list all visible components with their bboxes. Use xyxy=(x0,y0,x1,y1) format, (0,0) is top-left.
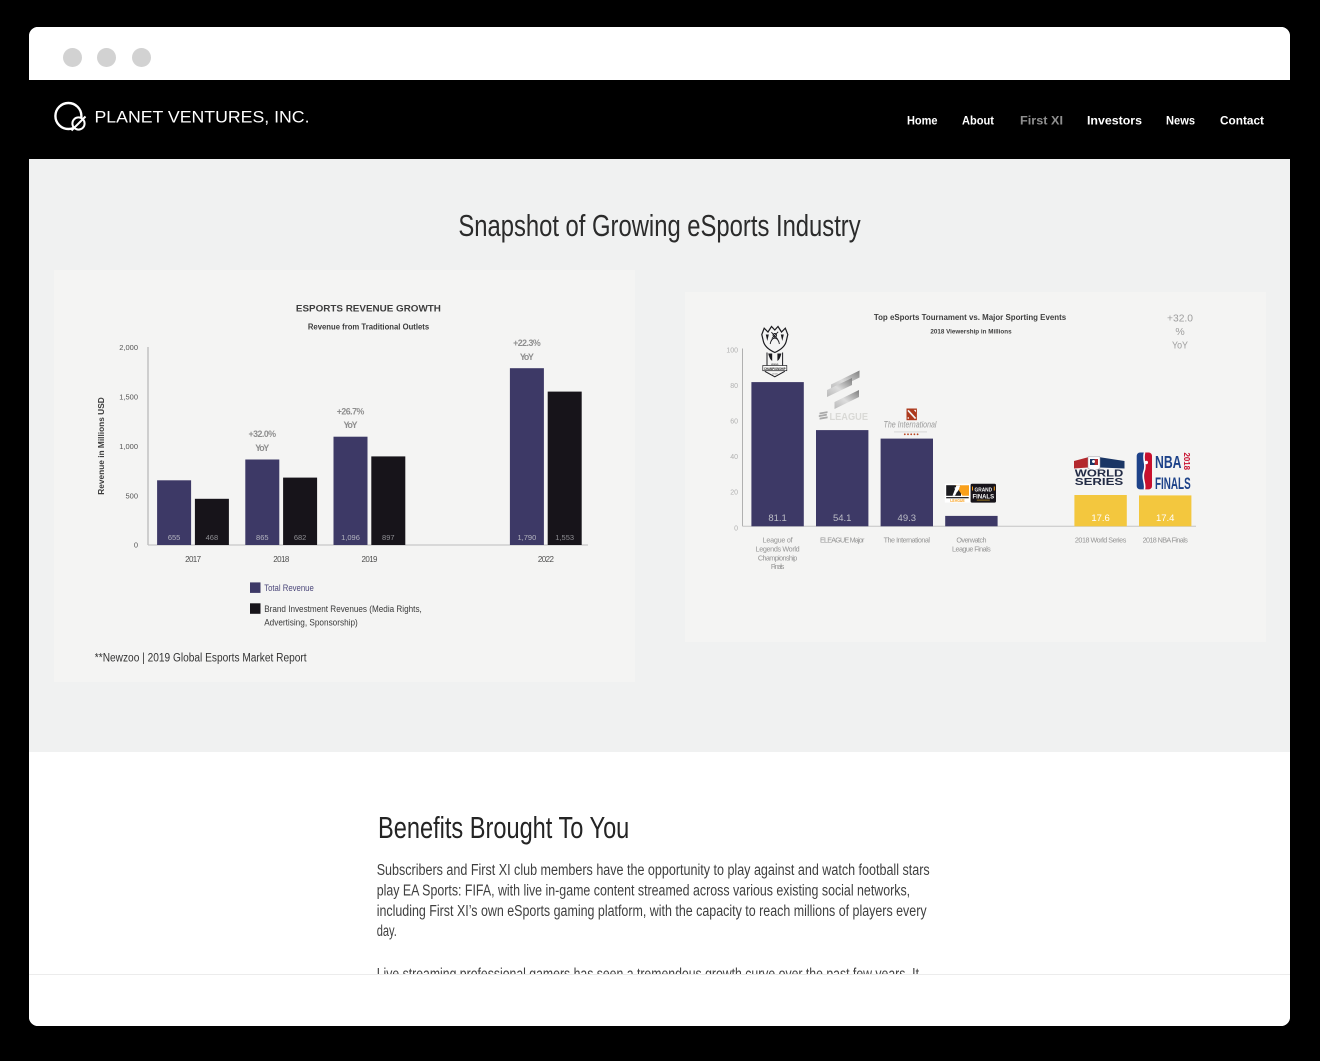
svg-text:1,500: 1,500 xyxy=(119,393,138,402)
svg-text:Total Revenue: Total Revenue xyxy=(264,583,314,593)
svg-text:Snapshot of Growing eSports In: Snapshot of Growing eSports Industry xyxy=(458,209,861,243)
svg-text:NBA: NBA xyxy=(1155,452,1182,472)
svg-text:%: % xyxy=(1175,326,1184,338)
svg-text:LEAGUE: LEAGUE xyxy=(830,412,869,423)
svg-text:SERIES: SERIES xyxy=(1075,477,1124,488)
svg-text:682: 682 xyxy=(294,533,307,542)
svg-text:CHAMPIONSHIP: CHAMPIONSHIP xyxy=(764,367,786,371)
svg-text:2018 Viewership in Millions: 2018 Viewership in Millions xyxy=(930,329,1011,336)
svg-text:1,096: 1,096 xyxy=(341,533,360,542)
svg-text:League of: League of xyxy=(763,536,793,545)
svg-text:About: About xyxy=(962,116,994,128)
svg-text:FINALS: FINALS xyxy=(1155,475,1191,493)
svg-text:17.6: 17.6 xyxy=(1091,513,1110,524)
svg-text:Home: Home xyxy=(907,116,938,128)
svg-text:Overwatch: Overwatch xyxy=(956,536,986,545)
svg-text:News: News xyxy=(1166,116,1195,128)
svg-text:17.4: 17.4 xyxy=(1156,513,1175,524)
svg-text:play EA Sports: FIFA, with liv: play EA Sports: FIFA, with live in-game … xyxy=(377,882,910,899)
svg-text:865: 865 xyxy=(256,533,269,542)
svg-text:897: 897 xyxy=(382,533,395,542)
svg-text:YoY: YoY xyxy=(520,352,534,362)
svg-text:54.1: 54.1 xyxy=(833,513,852,524)
svg-text:The International: The International xyxy=(884,420,938,430)
svg-text:0: 0 xyxy=(134,541,138,550)
svg-text:+26.7%: +26.7% xyxy=(337,407,365,417)
svg-text:2017: 2017 xyxy=(185,555,202,564)
svg-text:40: 40 xyxy=(730,454,738,461)
svg-text:YoY: YoY xyxy=(1172,340,1188,352)
svg-text:Revenue from Traditional Outle: Revenue from Traditional Outlets xyxy=(308,323,430,332)
svg-text:**Newzoo | 2019 Global Esports: **Newzoo | 2019 Global Esports Market Re… xyxy=(95,652,308,664)
svg-text:1,553: 1,553 xyxy=(555,533,574,542)
svg-text:2018 NBA Finals: 2018 NBA Finals xyxy=(1143,536,1189,545)
svg-text:ESPORTS REVENUE GROWTH: ESPORTS REVENUE GROWTH xyxy=(296,304,441,315)
svg-text:1,000: 1,000 xyxy=(119,442,138,451)
svg-text:655: 655 xyxy=(168,533,181,542)
svg-text:2,000: 2,000 xyxy=(119,343,138,352)
svg-text:The International: The International xyxy=(884,536,931,545)
svg-text:First XI: First XI xyxy=(1020,116,1063,128)
svg-text:GRAND: GRAND xyxy=(975,488,993,494)
svg-text:day.: day. xyxy=(377,923,397,940)
svg-text:2018: 2018 xyxy=(1182,453,1191,471)
svg-text:LEAGUE: LEAGUE xyxy=(950,498,965,503)
svg-text:Championship: Championship xyxy=(758,553,797,562)
svg-text:WORLD: WORLD xyxy=(771,364,778,366)
svg-text:468: 468 xyxy=(206,533,219,542)
svg-text:2019: 2019 xyxy=(362,555,379,564)
svg-text:+22.3%: +22.3% xyxy=(513,338,541,348)
svg-text:+32.0%: +32.0% xyxy=(249,429,277,439)
svg-text:2018: 2018 xyxy=(772,374,778,376)
svg-text:Live streaming professional ga: Live streaming professional gamers has s… xyxy=(377,966,920,974)
svg-text:80: 80 xyxy=(730,383,738,390)
svg-text:Investors: Investors xyxy=(1087,116,1142,128)
svg-text:YoY: YoY xyxy=(255,443,269,453)
svg-text:Brand Investment Revenues (Med: Brand Investment Revenues (Media Rights, xyxy=(264,604,422,614)
svg-text:0: 0 xyxy=(734,525,738,532)
svg-text:Subscribers and First XI club: Subscribers and First XI club members ha… xyxy=(377,862,930,879)
svg-text:60: 60 xyxy=(730,419,738,426)
svg-text:500: 500 xyxy=(125,491,138,500)
svg-text:49.3: 49.3 xyxy=(898,513,917,524)
svg-text:YoY: YoY xyxy=(344,420,358,430)
svg-text:PLANET VENTURES, INC.: PLANET VENTURES, INC. xyxy=(95,108,310,127)
svg-text:2022: 2022 xyxy=(538,555,555,564)
svg-text:20: 20 xyxy=(730,490,738,497)
svg-text:FINALS: FINALS xyxy=(973,493,995,500)
svg-text:Finals: Finals xyxy=(771,562,785,571)
svg-text:2018: 2018 xyxy=(273,555,290,564)
svg-text:2018 World Series: 2018 World Series xyxy=(1075,536,1127,545)
svg-text:including First XI’s own eSpor: including First XI’s own eSports gaming … xyxy=(377,903,927,920)
svg-text:Top eSports Tournament vs. Maj: Top eSports Tournament vs. Major Sportin… xyxy=(874,312,1066,322)
svg-text:Contact: Contact xyxy=(1220,116,1264,128)
svg-text:81.1: 81.1 xyxy=(768,513,787,524)
svg-text:Benefits Brought To You: Benefits Brought To You xyxy=(378,811,629,845)
svg-text:100: 100 xyxy=(726,348,738,355)
svg-text:Revenue in Millions USD: Revenue in Millions USD xyxy=(97,397,106,495)
svg-text:ELEAGUE Major: ELEAGUE Major xyxy=(820,536,865,545)
svg-text:WORLD: WORLD xyxy=(1075,469,1124,480)
svg-text:Advertising, Sponsorship): Advertising, Sponsorship) xyxy=(264,617,358,627)
svg-text:1,790: 1,790 xyxy=(518,533,537,542)
svg-text:+32.0: +32.0 xyxy=(1167,313,1193,325)
svg-text:League Finals: League Finals xyxy=(952,544,991,553)
svg-text:Legends World: Legends World xyxy=(756,544,800,553)
